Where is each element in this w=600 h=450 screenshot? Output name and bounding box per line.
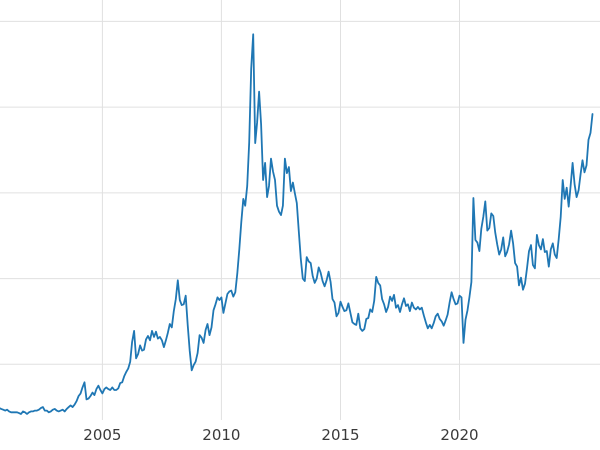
price-series-line [0, 33, 594, 415]
x-tick-label: 2005 [83, 426, 121, 444]
x-tick-label: 2010 [202, 426, 240, 444]
x-tick-label: 2020 [440, 426, 478, 444]
x-tick-label: 2015 [321, 426, 359, 444]
